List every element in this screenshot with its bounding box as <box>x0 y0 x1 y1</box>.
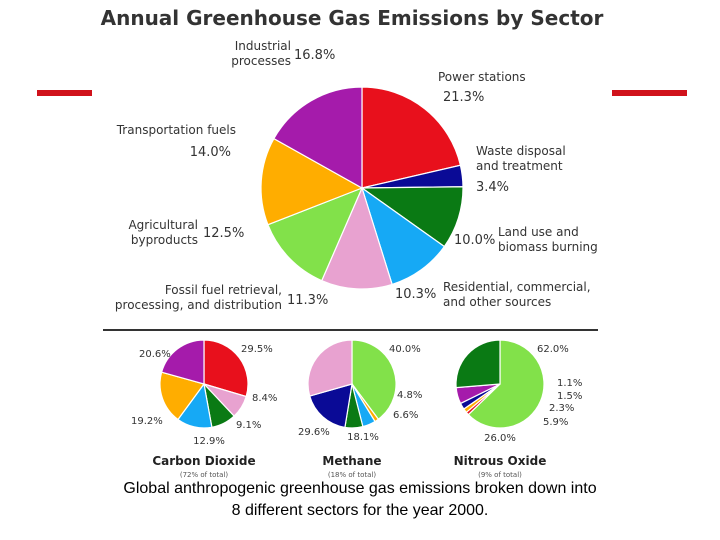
n2o-value-1: 1.1% <box>557 378 582 389</box>
methane-title: Methane <box>322 454 381 468</box>
sector-label-line: byproducts <box>131 233 198 247</box>
methane-slice-4 <box>308 383 353 429</box>
sector-label-line: and other sources <box>443 295 551 309</box>
sector-value-5: 12.5% <box>203 226 244 241</box>
sector-slice-7 <box>273 86 363 190</box>
sector-label-line: Agricultural <box>128 218 198 232</box>
co2-slice-0 <box>203 339 249 398</box>
co2-value-3: 12.9% <box>193 436 225 447</box>
n2o-value-3: 2.3% <box>549 403 574 414</box>
pie-labels-layer: Power stations 21.3% Waste disposal and tre… <box>115 39 598 479</box>
chart-title: Annual Greenhouse Gas Emissions by Secto… <box>101 6 604 30</box>
sector-value-7: 16.8% <box>294 48 335 63</box>
caption-line-1: Global anthropogenic greenhouse gas emis… <box>123 480 597 497</box>
n2o-slice-5 <box>455 339 501 389</box>
sector-label-line: Fossil fuel retrieval, <box>165 283 282 297</box>
methane-value-0: 40.0% <box>389 344 421 355</box>
sector-slice-5 <box>267 186 364 282</box>
sector-label-5: Agricultural byproducts <box>128 218 198 247</box>
sector-label-4: Fossil fuel retrieval, processing, and di… <box>115 283 282 312</box>
co2-title: Carbon Dioxide <box>152 454 255 468</box>
methane-value-5: 29.6% <box>298 427 330 438</box>
sector-label-2: Land use and biomass burning <box>498 225 598 254</box>
co2-subtitle: (72% of total) <box>180 471 228 479</box>
sector-slice-0 <box>361 86 462 189</box>
pie-slices-layer <box>159 86 545 429</box>
sector-label-line: and treatment <box>476 159 563 173</box>
co2-value-2: 9.1% <box>236 420 261 431</box>
sector-label-line: Residential, commercial, <box>443 280 591 294</box>
methane-value-3: 6.6% <box>393 410 418 421</box>
sector-value-6: 14.0% <box>190 145 231 160</box>
sector-value-0: 21.3% <box>443 90 484 105</box>
sector-label-line: biomass burning <box>498 240 598 254</box>
sector-value-3: 10.3% <box>395 287 436 302</box>
sector-label-7: Industrial processes <box>231 39 291 68</box>
n2o-slice-0 <box>467 339 545 429</box>
sector-label-3: Residential, commercial, and other source… <box>443 280 591 309</box>
sector-label-line: Industrial <box>235 39 291 53</box>
methane-value-2: 4.8% <box>397 390 422 401</box>
methane-slice-5 <box>307 339 353 397</box>
n2o-value-0: 62.0% <box>537 344 569 355</box>
figure-caption: Global anthropogenic greenhouse gas emis… <box>60 478 660 522</box>
sector-slice-6 <box>260 137 364 226</box>
co2-value-0: 29.5% <box>241 344 273 355</box>
co2-value-5: 20.6% <box>139 349 171 360</box>
sector-label-line: Land use and <box>498 225 579 239</box>
sector-label-0: Power stations <box>438 70 526 84</box>
co2-slice-4 <box>159 371 205 421</box>
right-accent-bar <box>612 90 687 96</box>
sector-label-line: Transportation fuels <box>116 123 236 137</box>
co2-value-4: 19.2% <box>131 416 163 427</box>
methane-value-4: 18.1% <box>347 432 379 443</box>
sector-label-1: Waste disposal and treatment <box>476 144 566 173</box>
n2o-value-4: 5.9% <box>543 417 568 428</box>
sector-label-line: processes <box>231 54 291 68</box>
n2o-value-2: 1.5% <box>557 391 582 402</box>
n2o-subtitle: (9% of total) <box>478 471 522 479</box>
sector-slice-4 <box>320 186 393 290</box>
co2-slice-5 <box>160 339 205 385</box>
n2o-title: Nitrous Oxide <box>454 454 547 468</box>
sector-label-line: processing, and distribution <box>115 298 282 312</box>
left-accent-bar <box>37 90 92 96</box>
caption-line-2: 8 different sectors for the year 2000. <box>231 502 489 519</box>
n2o-value-5: 26.0% <box>484 433 516 444</box>
sector-value-1: 3.4% <box>476 180 509 195</box>
sector-value-2: 10.0% <box>454 233 495 248</box>
sector-label-line: Waste disposal <box>476 144 566 158</box>
methane-slice-0 <box>351 339 397 421</box>
sector-label-6: Transportation fuels <box>116 123 236 137</box>
sector-label-line: Power stations <box>438 70 526 84</box>
methane-subtitle: (18% of total) <box>328 471 376 479</box>
co2-value-1: 8.4% <box>252 393 277 404</box>
sector-value-4: 11.3% <box>287 293 328 308</box>
